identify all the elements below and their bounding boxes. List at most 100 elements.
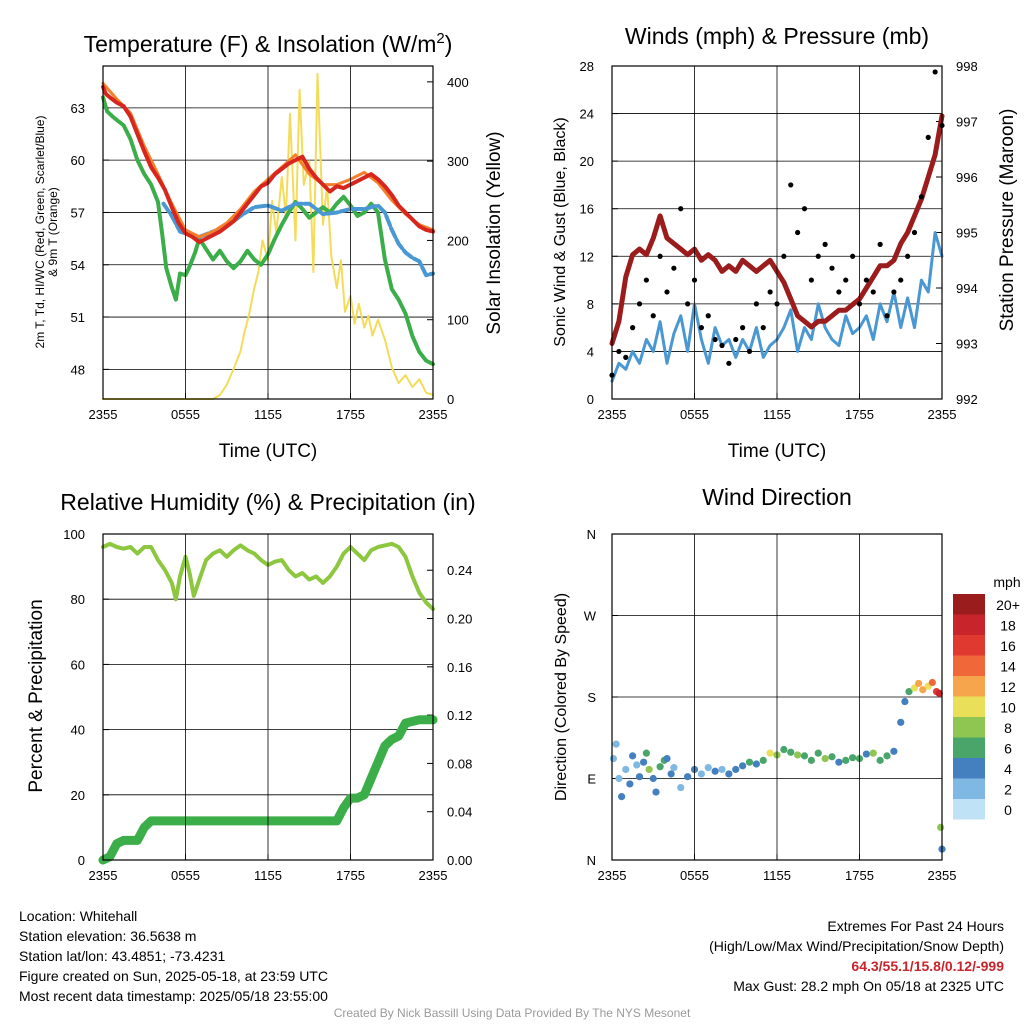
gust-point — [843, 277, 849, 283]
direction-point — [704, 764, 712, 772]
direction-point — [697, 770, 705, 778]
y-tick-label: 20 — [580, 154, 594, 169]
y-tick-label: 40 — [71, 723, 85, 738]
gust-point — [643, 277, 649, 283]
gust-point — [891, 289, 897, 295]
temperature-insolation-panel: 48 51 54 57 60 63 0 100 200 300 400 2355 0555 1155 175… — [33, 30, 505, 462]
direction-point — [759, 756, 767, 764]
y2-tick-label: 0 — [447, 392, 454, 407]
y2-tick-label: 0.16 — [447, 660, 472, 675]
direction-point — [849, 754, 857, 762]
direction-point — [876, 756, 884, 764]
x-tick-label: 1755 — [336, 407, 365, 422]
direction-point — [663, 754, 671, 763]
gust-point — [753, 301, 759, 307]
direction-point — [642, 749, 650, 757]
y-axis-label-line2: & 9m T (Orange) — [46, 187, 60, 277]
legend-label: 4 — [1004, 761, 1012, 777]
gust-point — [685, 301, 691, 307]
gust-point — [836, 289, 842, 295]
y-tick-label: 60 — [71, 153, 85, 168]
y-tick-label: S — [587, 690, 596, 705]
credit-text: Created By Nick Bassill Using Data Provi… — [333, 1006, 691, 1020]
y-tick-label: 24 — [580, 107, 594, 122]
y-axis-label-line1: 2m T, Td, HI/WC (Red, Green, Scarlet/Blu… — [33, 116, 47, 349]
direction-point — [901, 697, 909, 706]
y2-tick-label: 300 — [447, 154, 469, 169]
panel-title: Wind Direction — [702, 484, 852, 510]
gust-point — [932, 69, 938, 75]
x-tick-label: 0555 — [680, 407, 709, 422]
gust-point — [925, 134, 931, 140]
y-axis-label: 2m T, Td, HI/WC (Red, Green, Scarlet/Blu… — [33, 116, 60, 349]
gust-point — [918, 194, 924, 200]
direction-point — [612, 740, 620, 748]
y-tick-label: 63 — [71, 101, 85, 116]
direction-point — [766, 749, 774, 757]
gust-point — [767, 289, 773, 295]
direction-point — [890, 747, 898, 755]
gust-point — [698, 325, 704, 331]
gust-point — [636, 301, 643, 307]
legend-swatch — [953, 758, 985, 779]
x-tick-label: 2355 — [89, 868, 118, 883]
direction-point — [937, 823, 945, 832]
legend-label: 20+ — [996, 597, 1020, 613]
series-line-1 — [98, 715, 438, 865]
direction-point — [649, 774, 657, 783]
x-axis-label: Time (UTC) — [219, 441, 318, 462]
gust-point — [657, 253, 663, 259]
direction-point — [684, 773, 692, 781]
gust-point — [726, 360, 732, 366]
series-line-0 — [101, 84, 435, 245]
gust-point — [863, 277, 869, 283]
y2-tick-label: 995 — [956, 226, 978, 241]
legend-swatch — [953, 696, 985, 717]
x-tick-label: 2355 — [928, 868, 957, 883]
gust-point — [630, 325, 636, 331]
x-tick-label: 1755 — [336, 868, 365, 883]
direction-point — [633, 761, 641, 769]
gust-point — [884, 313, 890, 319]
y2-tick-label: 0.20 — [447, 612, 472, 627]
gust-point — [678, 206, 684, 212]
direction-point — [670, 764, 678, 772]
y2-tick-label: 0.08 — [447, 756, 472, 771]
gust-point — [733, 336, 739, 343]
humidity-precipitation-panel: 0 20 40 60 80 100 0.00 0.04 0.08 0.12 0.16 0.20 0.24… — [26, 489, 476, 883]
latlon-text: Station lat/lon: 43.4851; -73.4231 — [19, 948, 226, 964]
y2-tick-label: 997 — [956, 115, 978, 130]
superscript-two: 2 — [436, 30, 444, 47]
direction-point — [862, 750, 870, 758]
y2-tick-label: 0.00 — [447, 853, 472, 868]
y2-tick-label: 200 — [447, 233, 469, 248]
gust-point — [781, 253, 787, 259]
legend-label: 2 — [1004, 782, 1012, 798]
direction-point — [935, 689, 943, 697]
gust-point — [712, 336, 718, 343]
direction-point — [711, 767, 719, 775]
y-tick-label: 12 — [580, 249, 594, 264]
gust-point — [898, 277, 904, 283]
gust-point — [877, 241, 883, 247]
x-axis-label: Time (UTC) — [728, 441, 827, 462]
y-tick-label: N — [587, 527, 596, 542]
x-tick-label: 2355 — [598, 407, 627, 422]
gust-point — [808, 277, 814, 283]
y-tick-label: 60 — [71, 657, 85, 672]
gust-point — [911, 229, 918, 236]
x-tick-label: 1155 — [254, 868, 282, 883]
legend-swatch — [953, 778, 985, 799]
legend-swatch — [953, 676, 985, 697]
y-axis-label: Direction (Colored By Speed) — [553, 593, 570, 801]
direction-point — [869, 749, 877, 757]
direction-point — [794, 751, 802, 759]
y-tick-label: 51 — [71, 310, 85, 325]
legend-swatch — [953, 655, 985, 676]
x-tick-label: 1755 — [845, 868, 874, 883]
x-tick-label: 1155 — [763, 407, 791, 422]
direction-point — [905, 687, 913, 696]
gust-point — [671, 265, 677, 271]
y2-tick-label: 994 — [956, 281, 978, 296]
y-tick-label: 57 — [71, 205, 85, 220]
